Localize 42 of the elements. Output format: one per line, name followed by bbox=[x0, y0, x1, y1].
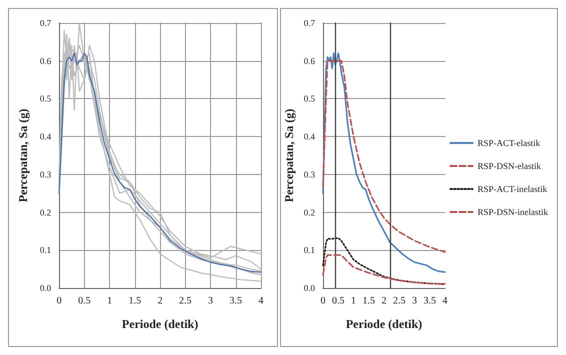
y-tick-label: 0.1 bbox=[40, 245, 52, 256]
y-tick-label: 0.1 bbox=[304, 245, 315, 256]
x-tick-label: 0 bbox=[320, 296, 326, 306]
x-tick-label: 2 bbox=[382, 296, 386, 306]
y-tick-label: 0.7 bbox=[304, 18, 316, 28]
y-tick-label: 0.4 bbox=[304, 132, 316, 142]
x-tick-label: 1 bbox=[107, 296, 112, 306]
y-tick-label: 0.5 bbox=[40, 94, 52, 104]
x-tick-label: 3 bbox=[208, 296, 214, 306]
y-tick-label: 0.3 bbox=[40, 169, 52, 180]
legend-label: RSP-ACT-elastik bbox=[477, 138, 541, 148]
x-tick-label: 1.5 bbox=[128, 296, 142, 306]
y-tick-label: 0.6 bbox=[40, 56, 52, 66]
x-tick-label: 1 bbox=[351, 296, 356, 306]
x-axis-title: Periode (detik) bbox=[122, 317, 198, 331]
legend-label: RSP-DSN-inelastik bbox=[477, 207, 548, 217]
x-tick-label: 0.5 bbox=[78, 296, 91, 306]
y-tick-label: 0.3 bbox=[304, 169, 316, 180]
y-tick-label: 0.2 bbox=[40, 207, 52, 218]
x-tick-label: 4 bbox=[258, 296, 264, 306]
x-tick-label: 2 bbox=[158, 296, 163, 306]
legend-label: RSP-DSN-elastik bbox=[477, 161, 542, 171]
y-tick-label: 0.6 bbox=[304, 56, 316, 66]
legend-label: RSP-ACT-inelastik bbox=[477, 184, 548, 194]
x-tick-label: 3.5 bbox=[424, 296, 436, 306]
y-axis-title: Percepatan, Sa (g) bbox=[282, 108, 296, 202]
x-tick-label: 1.5 bbox=[362, 296, 375, 306]
x-tick-label: 3 bbox=[412, 296, 417, 306]
x-tick-label: 3.5 bbox=[230, 296, 242, 306]
y-tick-label: 0.0 bbox=[304, 283, 316, 293]
y-axis-title: Percepatan, Sa (g) bbox=[16, 108, 30, 202]
y-tick-label: 0.4 bbox=[40, 132, 52, 142]
x-tick-label: 0.5 bbox=[332, 296, 344, 306]
y-tick-label: 0.0 bbox=[40, 283, 52, 293]
y-tick-label: 0.2 bbox=[304, 207, 315, 218]
x-tick-label: 2.5 bbox=[179, 296, 192, 306]
x-axis-title: Periode (detik) bbox=[346, 317, 422, 331]
x-tick-label: 2.5 bbox=[393, 296, 406, 306]
y-tick-label: 0.5 bbox=[304, 94, 316, 104]
x-tick-label: 0 bbox=[56, 296, 62, 306]
x-tick-label: 4 bbox=[442, 296, 448, 306]
y-tick-label: 0.7 bbox=[40, 18, 52, 28]
